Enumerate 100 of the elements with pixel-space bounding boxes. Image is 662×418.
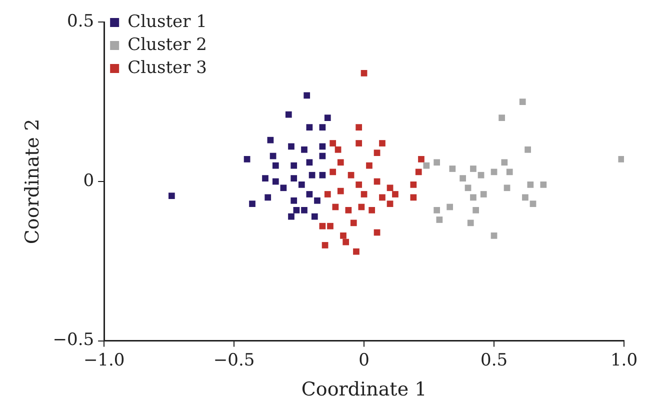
point <box>446 204 454 210</box>
point <box>379 194 386 201</box>
point <box>501 159 508 166</box>
point <box>342 238 350 246</box>
point <box>324 191 331 198</box>
point <box>360 70 368 76</box>
point <box>356 182 362 188</box>
point <box>480 191 487 198</box>
x-tick-label: −0.5 <box>213 350 255 370</box>
point <box>470 166 476 172</box>
point <box>280 184 287 192</box>
point <box>415 168 422 176</box>
point <box>410 194 417 201</box>
point <box>337 159 344 166</box>
point <box>340 232 346 239</box>
point <box>308 172 316 178</box>
x-tick-label: −1.0 <box>83 350 125 370</box>
point <box>293 206 300 214</box>
point <box>350 220 357 226</box>
point <box>423 162 430 169</box>
x-axis-title: Coordinate 1 <box>301 378 427 401</box>
point <box>330 140 336 146</box>
point <box>490 232 498 239</box>
point <box>368 206 376 214</box>
point <box>301 206 308 214</box>
point <box>540 182 547 188</box>
point <box>285 111 292 118</box>
point <box>298 182 305 188</box>
point <box>290 162 298 169</box>
point <box>519 98 526 106</box>
point <box>410 182 417 188</box>
point <box>168 192 175 200</box>
point <box>392 191 398 198</box>
x-tick-label: 1.0 <box>610 350 638 370</box>
legend-label: Cluster 2 <box>128 34 207 55</box>
y-tick-label: 0 <box>83 170 94 191</box>
point <box>288 143 294 150</box>
point <box>464 184 472 192</box>
point <box>386 184 394 192</box>
point <box>522 194 528 201</box>
point <box>319 172 326 178</box>
point <box>264 194 272 201</box>
point <box>262 175 268 182</box>
point <box>356 140 362 146</box>
point <box>527 182 534 188</box>
point <box>334 146 342 153</box>
point <box>319 124 326 131</box>
point <box>353 248 360 255</box>
point <box>374 150 380 156</box>
point <box>467 220 474 226</box>
point <box>504 184 510 192</box>
point <box>379 140 386 146</box>
point <box>322 242 328 248</box>
point <box>304 92 310 99</box>
point <box>290 175 298 182</box>
point <box>290 197 298 204</box>
point <box>478 172 484 178</box>
point <box>306 159 313 166</box>
point <box>472 206 480 214</box>
point <box>345 206 352 214</box>
point <box>324 114 331 121</box>
point <box>272 162 279 169</box>
point <box>301 146 308 153</box>
y-axis-title: Coordinate 2 <box>21 118 44 244</box>
point <box>306 191 313 198</box>
point <box>434 206 440 214</box>
point <box>327 222 334 230</box>
y-tick-label: 0.5 <box>67 12 94 32</box>
point <box>348 172 354 178</box>
y-tick-label: −0.5 <box>52 330 94 350</box>
point <box>618 156 624 162</box>
point <box>356 124 362 131</box>
point <box>288 213 294 220</box>
point <box>314 197 320 204</box>
point <box>418 156 424 162</box>
point <box>460 175 466 182</box>
point <box>498 114 505 121</box>
legend-label: Cluster 1 <box>128 12 207 32</box>
point <box>366 162 372 169</box>
point <box>386 200 394 207</box>
point <box>506 168 513 176</box>
x-tick-label: 0 <box>358 350 370 370</box>
point <box>360 191 368 198</box>
point <box>272 178 279 185</box>
legend-label: Cluster 3 <box>128 58 207 78</box>
point <box>449 166 456 172</box>
x-tick-label: 0.5 <box>480 350 508 370</box>
point <box>311 213 318 220</box>
point <box>524 146 531 153</box>
point <box>470 194 476 201</box>
point <box>244 156 250 162</box>
point <box>319 222 326 230</box>
point <box>530 200 536 207</box>
point <box>337 188 344 194</box>
point <box>249 200 256 207</box>
point <box>330 168 336 176</box>
point <box>306 124 313 131</box>
point <box>436 216 443 223</box>
point <box>434 159 440 166</box>
point <box>267 136 274 144</box>
